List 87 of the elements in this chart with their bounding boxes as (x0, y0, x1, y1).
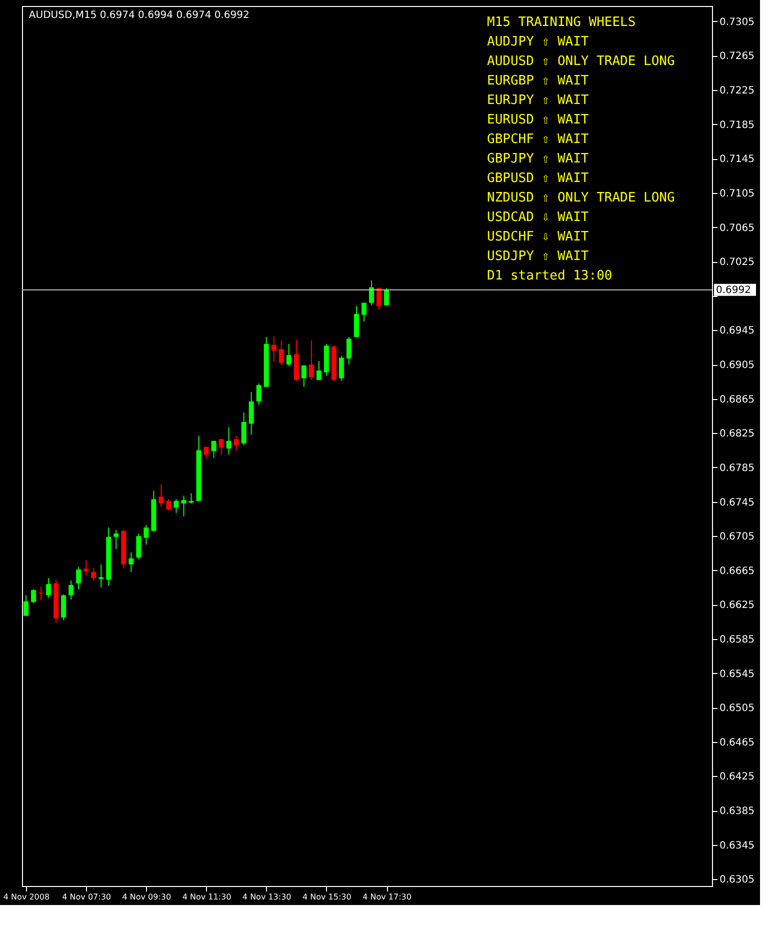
y-tick-label: 0.6545 (720, 668, 754, 680)
y-tick-label: 0.7185 (720, 120, 754, 131)
y-tick-label: 0.6825 (720, 428, 754, 440)
candlestick (301, 364, 306, 388)
candlestick (316, 360, 322, 380)
candlestick (144, 524, 149, 546)
candlestick (114, 530, 119, 550)
chart-title: AUDUSD,M15 0.6974 0.6994 0.6974 0.6992 (28, 10, 250, 21)
y-tick-label: 0.6585 (720, 634, 754, 646)
y-tick-label: 0.6385 (720, 806, 754, 818)
candlestick (158, 484, 164, 508)
y-tick-label: 0.7265 (720, 51, 754, 62)
annotation: EURGBP ⇧ WAIT (487, 74, 589, 88)
x-tick-label: 4 Nov 07:30 (62, 892, 112, 902)
y-tick-label: 0.6785 (720, 462, 754, 474)
y-tick-label: 0.7225 (720, 86, 754, 97)
candlestick (46, 578, 52, 598)
candlestick (338, 355, 344, 382)
y-tick-label: 0.7105 (720, 188, 754, 200)
candlestick (31, 588, 36, 604)
candlestick (24, 594, 29, 616)
y-tick-label: 0.6665 (720, 566, 754, 577)
annotation: D1 started 13:00 (487, 268, 612, 284)
candlestick (256, 382, 262, 406)
y-tick-label: 0.6625 (720, 600, 754, 612)
candlestick (354, 306, 359, 338)
candlestick (181, 495, 186, 517)
candlestick (136, 532, 142, 560)
annotation: EURUSD ⇧ WAIT (487, 112, 589, 128)
candlestick (248, 391, 254, 436)
ref-line-label: 0.6992 (716, 284, 751, 296)
y-tick-label: 0.6345 (720, 840, 754, 852)
y-tick-label: 0.6305 (720, 874, 754, 886)
candlestick (286, 343, 292, 367)
y-tick-label: 0.7145 (720, 154, 754, 166)
x-tick-label: 4 Nov 2008 (3, 892, 50, 902)
candlestick (68, 580, 74, 600)
candlestick (61, 594, 66, 621)
x-tick-label: 4 Nov 09:30 (122, 892, 172, 902)
candlestick (218, 438, 224, 456)
x-tick-label: 4 Nov 11:30 (182, 892, 232, 902)
x-tick-label: 4 Nov 13:30 (242, 892, 292, 902)
y-tick-label: 0.6425 (720, 772, 754, 783)
y-tick-label: 0.6905 (720, 360, 754, 372)
annotation: AUDUSD ⇧ ONLY TRADE LONG (487, 54, 676, 69)
y-tick-label: 0.7025 (720, 257, 754, 268)
x-tick-label: 4 Nov 17:30 (362, 892, 412, 902)
candlestick (234, 435, 239, 451)
y-tick-label: 0.6945 (720, 326, 754, 337)
y-tick-label: 0.7065 (720, 222, 754, 234)
candlestick (271, 336, 276, 362)
candlestick (84, 560, 89, 576)
y-tick-label: 0.7305 (720, 16, 754, 28)
candlestick (38, 586, 44, 601)
annotation: USDJPY ⇧ WAIT (487, 249, 589, 264)
candlestick (98, 564, 104, 588)
candlestick (369, 280, 374, 306)
candlestick (91, 567, 96, 582)
candlestick (241, 412, 246, 446)
annotation: AUDJPY ⇧ WAIT (487, 34, 589, 50)
candlestick (308, 340, 314, 380)
candlestick (278, 340, 284, 366)
annotation: NZDUSD ⇧ ONLY TRADE LONG (487, 190, 676, 206)
y-tick-label: 0.6705 (720, 532, 754, 543)
y-tick-label: 0.6505 (720, 703, 754, 714)
candlestick (226, 426, 232, 456)
candlestick (211, 440, 216, 459)
annotation: GBPJPY ⇧ WAIT (487, 152, 589, 166)
y-tick-label: 0.6465 (720, 737, 754, 748)
annotation: M15 TRAINING WHEELS (487, 15, 636, 30)
x-tick-label: 4 Nov 15:30 (302, 892, 352, 902)
candlestick (166, 498, 172, 511)
candlestick (384, 288, 390, 306)
annotation: USDCAD ⇩ WAIT (487, 210, 589, 225)
candlestick (76, 566, 82, 590)
annotation: GBPCHF ⇧ WAIT (487, 132, 589, 147)
candlestick (376, 286, 382, 310)
candlestick (361, 302, 366, 322)
y-tick-label: 0.6865 (720, 394, 754, 406)
candlestick (128, 552, 134, 573)
annotation: GBPUSD ⇧ WAIT (487, 171, 589, 186)
candlestick (174, 498, 179, 514)
y-tick-label: 0.6745 (720, 497, 754, 508)
candlestick (204, 446, 209, 460)
annotation: USDCHF ⇩ WAIT (487, 230, 589, 244)
candlestick (346, 336, 352, 366)
annotation: EURJPY ⇧ WAIT (487, 93, 589, 108)
